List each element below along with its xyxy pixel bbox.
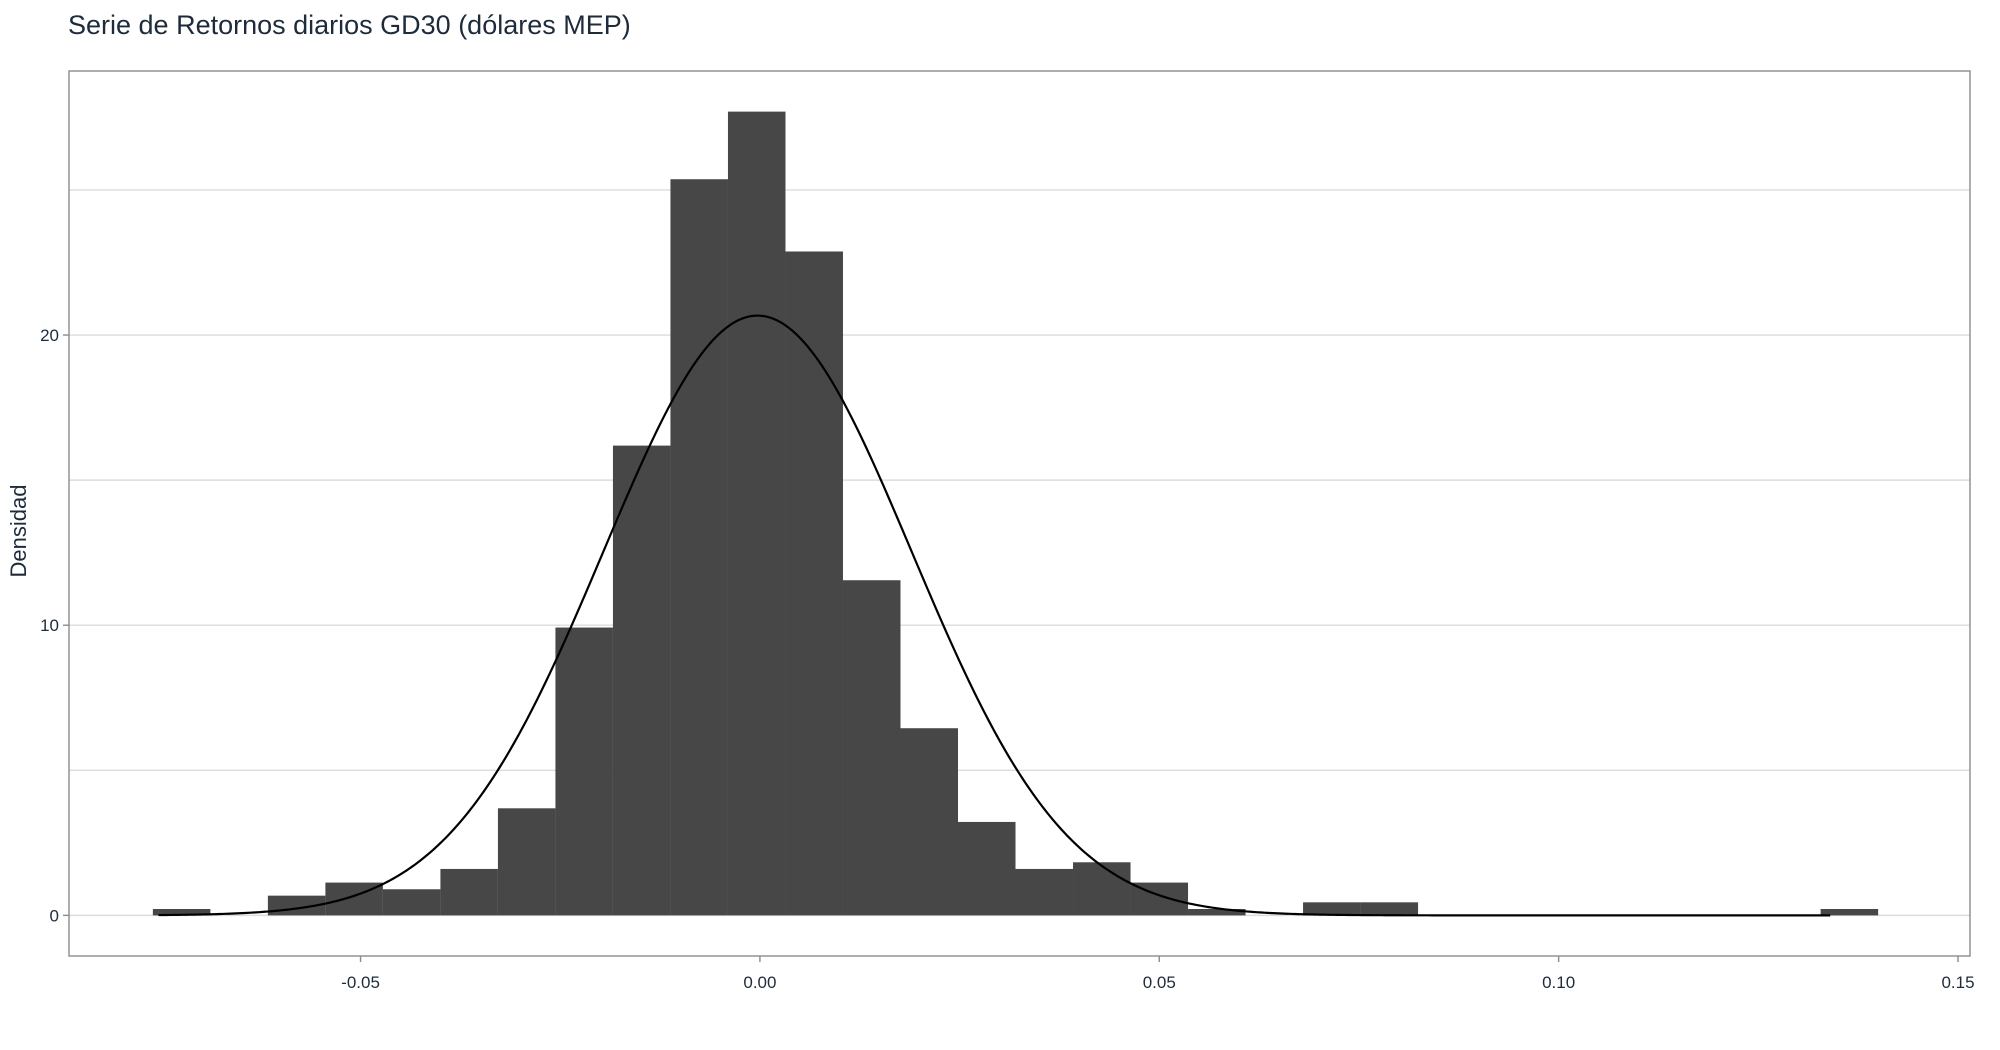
y-tick-label: 20 bbox=[40, 326, 59, 345]
x-axis-ticks: -0.05 0.00 0.05 0.10 0.15 bbox=[341, 956, 1975, 992]
histogram-bar bbox=[727, 111, 786, 916]
density-curve-layer bbox=[158, 314, 1831, 917]
histogram-bar bbox=[612, 445, 671, 916]
x-tick-label: 0.10 bbox=[1542, 973, 1575, 992]
histogram-bar bbox=[842, 580, 901, 916]
histogram-bar bbox=[1360, 902, 1419, 916]
histogram-bar bbox=[1820, 908, 1879, 916]
y-tick-label: 0 bbox=[50, 906, 59, 925]
histogram-bar bbox=[900, 728, 958, 916]
y-tick-label: 10 bbox=[40, 616, 59, 635]
histogram-bar bbox=[785, 251, 843, 916]
gridlines bbox=[69, 189, 1970, 917]
chart-title: Serie de Retornos diarios GD30 (dólares … bbox=[68, 10, 631, 40]
normal-density-curve bbox=[158, 314, 1831, 917]
histogram-bar bbox=[1303, 902, 1361, 916]
histogram-bar bbox=[382, 889, 441, 916]
plot-panel-border bbox=[68, 70, 1971, 957]
x-tick-label: 0.15 bbox=[1941, 973, 1974, 992]
histogram-bar bbox=[1073, 862, 1131, 916]
x-tick-label: -0.05 bbox=[341, 973, 380, 992]
histogram-bar bbox=[555, 627, 613, 916]
histogram-bar bbox=[152, 908, 211, 916]
histogram-bar bbox=[957, 821, 1016, 916]
x-tick-label: 0.00 bbox=[743, 973, 776, 992]
histogram-bars bbox=[152, 111, 1879, 916]
histogram-bar bbox=[670, 179, 728, 916]
histogram-bar bbox=[497, 808, 556, 916]
y-axis-ticks: 0 10 20 bbox=[40, 326, 69, 925]
y-axis-title: Densidad bbox=[6, 485, 31, 578]
x-tick-label: 0.05 bbox=[1143, 973, 1176, 992]
histogram-bar bbox=[1188, 908, 1246, 916]
histogram-bar bbox=[440, 868, 498, 916]
histogram-bar bbox=[1015, 868, 1074, 916]
